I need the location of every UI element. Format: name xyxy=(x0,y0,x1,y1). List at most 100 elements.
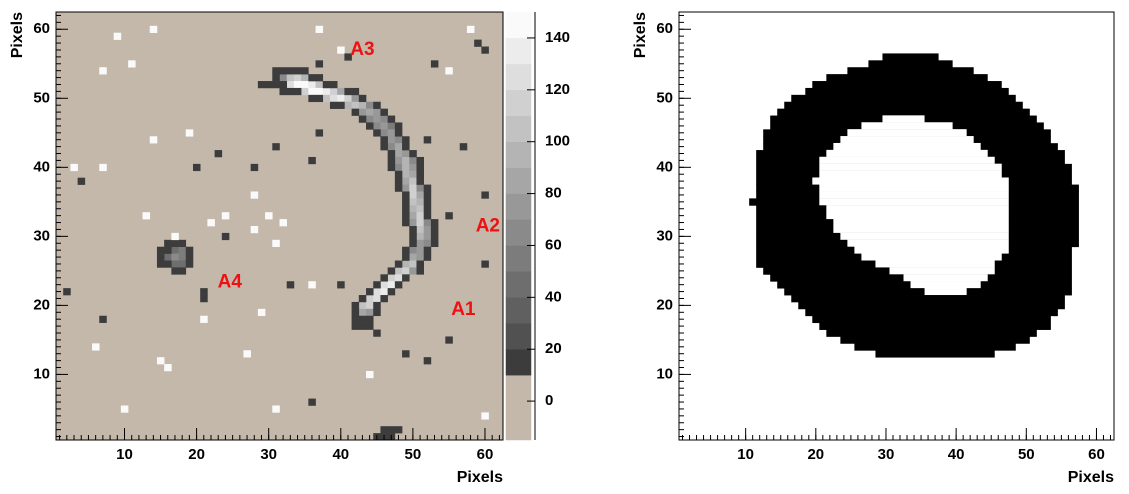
annotation: A3 xyxy=(350,39,374,60)
mask-hole xyxy=(910,281,981,289)
y-tick-label: 40 xyxy=(33,158,50,175)
pixel xyxy=(315,87,324,96)
colorbar-band xyxy=(505,141,532,168)
pixel xyxy=(394,163,403,172)
pixel xyxy=(308,87,316,96)
pixel xyxy=(329,81,338,89)
colorbar-band xyxy=(505,245,532,272)
pixel xyxy=(366,288,374,296)
x-tick-label: 10 xyxy=(737,446,754,463)
pixel xyxy=(250,226,259,234)
x-tick-label: 50 xyxy=(1018,446,1035,463)
pixel xyxy=(322,94,331,103)
colorbar-band xyxy=(505,115,532,142)
pixel xyxy=(358,315,367,323)
pixel xyxy=(171,267,179,275)
pixel xyxy=(402,198,410,206)
mask-row xyxy=(882,53,939,61)
pixel xyxy=(366,315,374,323)
pixel xyxy=(380,426,388,434)
pixel xyxy=(387,267,396,275)
pixel xyxy=(286,281,295,289)
pixel xyxy=(344,87,352,96)
pixel xyxy=(358,94,367,103)
mask-row xyxy=(805,308,1058,317)
pixel xyxy=(149,136,158,144)
pixel xyxy=(387,129,396,137)
pixel xyxy=(301,81,309,89)
pixel xyxy=(409,226,417,234)
y-axis-label: Pixels xyxy=(9,12,26,58)
colorbar-band xyxy=(505,271,532,298)
pixel xyxy=(301,74,309,82)
pixel xyxy=(178,246,187,254)
plot-frame xyxy=(55,11,504,441)
pixel xyxy=(351,308,360,317)
pixel xyxy=(185,260,194,268)
pixel xyxy=(286,74,295,82)
x-axis-label: Pixels xyxy=(457,469,503,486)
pixel xyxy=(409,156,417,165)
pixel xyxy=(394,136,403,144)
pixel xyxy=(409,267,417,275)
pixel xyxy=(272,143,280,151)
mask-hole xyxy=(882,115,925,124)
panel: 0 20 40 60 80 100 120 140 A1 A2 A3 A4 10 20 30 40 50 60 10… xyxy=(9,11,570,486)
mask-hole xyxy=(903,274,988,282)
pixel xyxy=(301,87,309,96)
pixel xyxy=(394,177,403,185)
pixel xyxy=(387,274,396,282)
pixel xyxy=(402,274,410,282)
mask-hole xyxy=(819,184,1009,193)
annotation: A2 xyxy=(476,216,500,237)
y-tick-label: 50 xyxy=(656,89,673,106)
colorbar-band xyxy=(505,89,532,117)
pixel xyxy=(430,232,439,241)
pixel xyxy=(423,239,432,248)
pixel xyxy=(394,170,403,178)
pixel xyxy=(394,184,403,192)
pixel xyxy=(366,322,374,330)
y-tick-label: 10 xyxy=(656,365,673,382)
mask-hole xyxy=(875,260,995,269)
pixel xyxy=(308,281,316,289)
pixel xyxy=(366,370,374,379)
pixel xyxy=(402,177,410,185)
pixel xyxy=(416,212,424,220)
pixel xyxy=(192,163,201,172)
pixel xyxy=(402,163,410,172)
pixel xyxy=(70,163,78,172)
pixel xyxy=(481,191,489,199)
mask-row xyxy=(875,350,995,358)
pixel xyxy=(344,101,352,109)
pixel xyxy=(99,163,107,172)
panel: 10 20 30 40 50 60 10 20 30 40 50 60 Pixels Pixels xyxy=(632,11,1115,486)
pixel xyxy=(366,115,374,123)
pixel xyxy=(430,239,439,248)
pixel xyxy=(156,253,165,261)
pixel xyxy=(402,143,410,151)
pixel xyxy=(373,301,381,310)
mask-row xyxy=(840,336,1030,344)
pixel xyxy=(402,156,410,165)
pixel xyxy=(142,212,151,220)
pixel xyxy=(445,336,453,344)
mask-hole xyxy=(826,211,1009,220)
pixel xyxy=(178,253,187,261)
pixel xyxy=(272,81,280,89)
pixel xyxy=(445,67,453,75)
pixel xyxy=(387,143,396,151)
pixel xyxy=(409,191,417,199)
colorbar-tick-label: 60 xyxy=(545,236,562,253)
mask-hole xyxy=(854,246,1009,255)
mask-hole xyxy=(826,149,988,158)
pixel xyxy=(200,295,208,303)
pixel xyxy=(387,156,396,165)
pixel xyxy=(366,122,374,130)
pixel xyxy=(366,308,374,317)
pixel xyxy=(373,329,381,337)
pixel xyxy=(387,288,396,296)
pixel xyxy=(344,53,352,61)
pixel xyxy=(164,364,172,372)
mask-hole xyxy=(833,218,1009,227)
